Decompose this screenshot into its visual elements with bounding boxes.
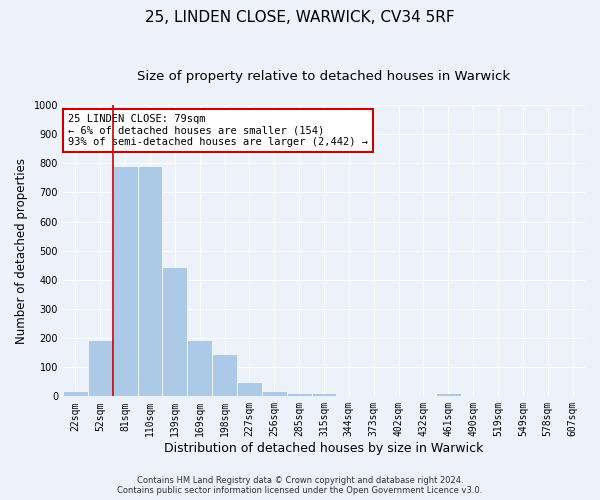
Text: Contains HM Land Registry data © Crown copyright and database right 2024.
Contai: Contains HM Land Registry data © Crown c…	[118, 476, 482, 495]
Bar	[63, 391, 88, 396]
Bar	[212, 354, 237, 397]
Bar	[287, 392, 311, 396]
Bar	[163, 266, 187, 396]
Text: 25 LINDEN CLOSE: 79sqm
← 6% of detached houses are smaller (154)
93% of semi-det: 25 LINDEN CLOSE: 79sqm ← 6% of detached …	[68, 114, 368, 147]
X-axis label: Distribution of detached houses by size in Warwick: Distribution of detached houses by size …	[164, 442, 484, 455]
Bar	[187, 340, 212, 396]
Bar	[113, 166, 137, 396]
Bar	[311, 393, 337, 396]
Bar	[88, 340, 113, 396]
Text: 25, LINDEN CLOSE, WARWICK, CV34 5RF: 25, LINDEN CLOSE, WARWICK, CV34 5RF	[145, 10, 455, 25]
Bar	[137, 166, 163, 396]
Bar	[237, 382, 262, 396]
Bar	[436, 394, 461, 396]
Bar	[262, 392, 287, 396]
Y-axis label: Number of detached properties: Number of detached properties	[15, 158, 28, 344]
Title: Size of property relative to detached houses in Warwick: Size of property relative to detached ho…	[137, 70, 511, 83]
